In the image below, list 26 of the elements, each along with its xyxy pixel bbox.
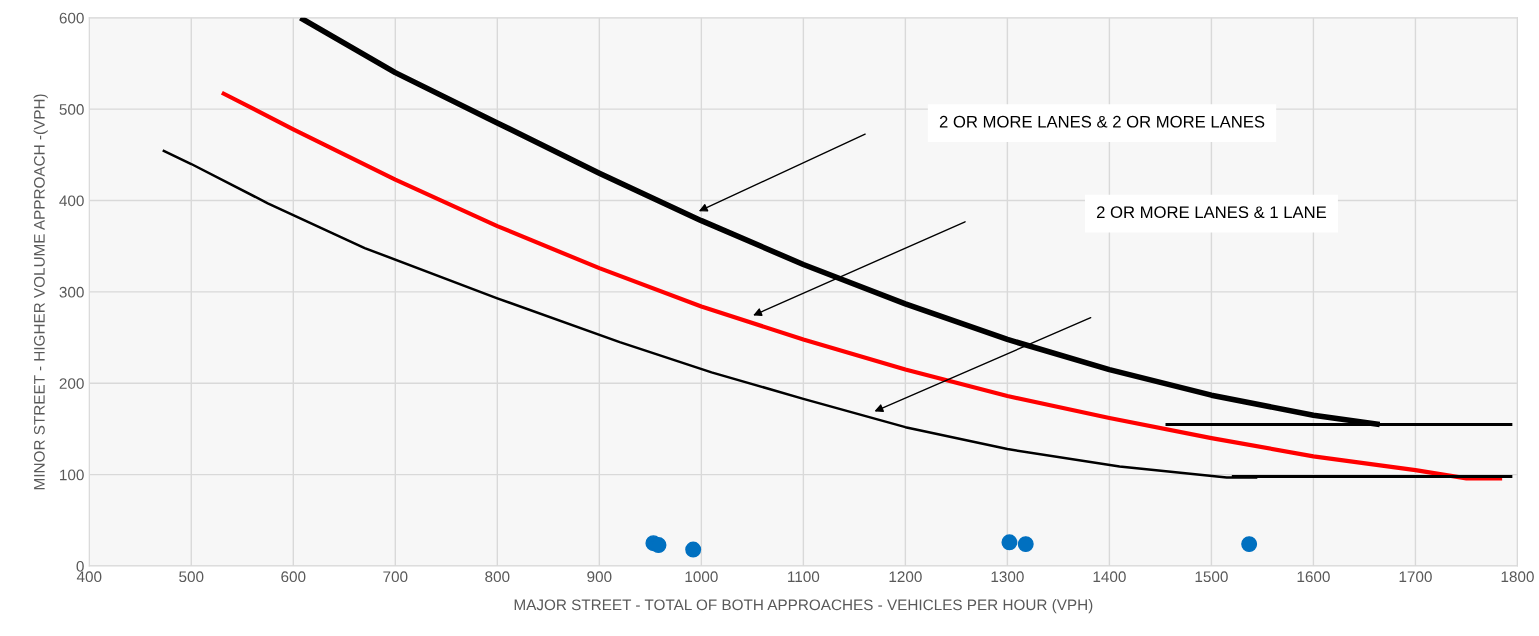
y-tick-label: 300: [59, 286, 84, 298]
x-tick-label: 900: [587, 571, 612, 583]
y-tick-label: 200: [59, 378, 84, 389]
x-tick-label: 1100: [788, 571, 820, 583]
x-tick-label: 1700: [1399, 571, 1432, 583]
x-tick-label: 1500: [1195, 571, 1228, 583]
x-tick-label: 1600: [1297, 571, 1330, 583]
y-tick-label: 0: [76, 560, 84, 572]
x-tick-label: 1300: [991, 571, 1024, 583]
x-tick-label: 400: [76, 571, 102, 583]
y-tick-label: 100: [60, 469, 84, 481]
x-tick-label: 1000: [685, 571, 718, 583]
x-tick-label: 700: [383, 571, 408, 583]
x-tick-label: 500: [179, 571, 204, 583]
x-tick-label: 1800: [1501, 571, 1534, 583]
x-tick-label: 1400: [1093, 571, 1126, 583]
y-tick-label: 500: [59, 104, 84, 115]
x-axis-title: MAJOR STREET - TOTAL OF BOTH APPROACHES - VEHICLES PER HOUR (VPH): [514, 599, 1093, 614]
annotation: 2 OR MORE LANES & 2 OR MORE LANES: [939, 115, 1265, 128]
x-tick-label: 600: [281, 571, 306, 583]
annotation: 2 OR MORE LANES & 1 LANE: [1096, 206, 1327, 219]
y-axis-title: MINOR STREET - HIGHER VOLUME APPROACH -(VPH): [33, 94, 48, 490]
x-tick-label: 800: [485, 571, 510, 583]
y-tick-label: 400: [59, 195, 84, 207]
x-tick-label: 1200: [889, 571, 922, 583]
y-tick-label: 600: [59, 12, 84, 24]
